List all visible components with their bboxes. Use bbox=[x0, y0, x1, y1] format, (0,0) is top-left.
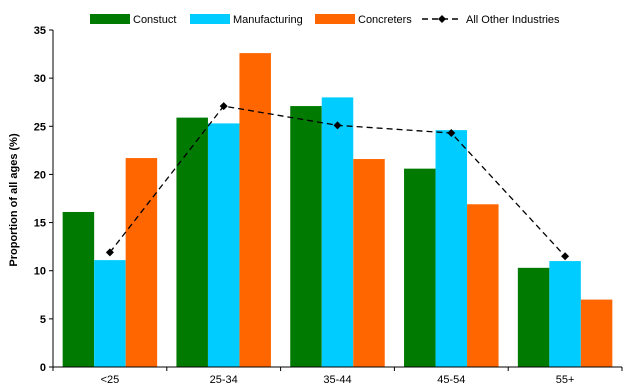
x-tick-label: 35-44 bbox=[323, 374, 351, 386]
bar-concreters bbox=[580, 299, 613, 367]
bar-manufacturing bbox=[435, 130, 468, 367]
y-axis-ticks: 0 5 10 15 20 25 30 35 bbox=[34, 25, 53, 374]
legend: Constuct Manufacturing Concreters All Ot… bbox=[90, 14, 560, 26]
bar-constuct bbox=[62, 211, 95, 367]
point-all-other-industries bbox=[219, 102, 228, 111]
y-axis-title: Proportion of all ages (%) bbox=[8, 133, 20, 267]
point-all-other-industries bbox=[561, 252, 570, 261]
x-tick-label: 25-34 bbox=[210, 374, 238, 386]
x-tick-label: 55+ bbox=[556, 374, 575, 386]
legend-label-all-other: All Other Industries bbox=[466, 14, 560, 26]
bar-constuct bbox=[176, 117, 208, 368]
bar-manufacturing bbox=[549, 261, 581, 367]
y-tick-label: 15 bbox=[34, 218, 46, 230]
line-series bbox=[105, 102, 570, 261]
legend-label-construct: Constuct bbox=[133, 14, 176, 26]
y-tick-label: 20 bbox=[34, 169, 46, 181]
y-tick-label: 0 bbox=[40, 362, 46, 374]
bar-manufacturing bbox=[94, 260, 126, 367]
bar-concreters bbox=[125, 158, 158, 367]
legend-label-concreters: Concreters bbox=[358, 14, 412, 26]
y-tick-label: 35 bbox=[34, 25, 46, 37]
y-tick-label: 10 bbox=[34, 266, 46, 278]
legend-swatch-concreters bbox=[315, 14, 355, 24]
x-tick-label: <25 bbox=[101, 374, 120, 386]
bar-concreters bbox=[353, 159, 385, 367]
legend-label-manufacturing: Manufacturing bbox=[233, 14, 303, 26]
legend-swatch-manufacturing bbox=[190, 14, 230, 24]
bars bbox=[62, 53, 613, 368]
y-tick-label: 25 bbox=[34, 121, 46, 133]
bar-constuct bbox=[517, 267, 550, 367]
bar-manufacturing bbox=[207, 123, 240, 367]
point-all-other-industries bbox=[447, 129, 456, 138]
bar-concreters bbox=[467, 204, 499, 367]
legend-marker-all-other bbox=[438, 15, 446, 23]
bar-concreters bbox=[239, 53, 271, 367]
legend-swatch-construct bbox=[90, 14, 130, 24]
y-tick-label: 5 bbox=[40, 314, 46, 326]
y-tick-label: 30 bbox=[34, 73, 46, 85]
point-all-other-industries bbox=[333, 121, 342, 130]
x-axis-ticks: <25 25-34 35-44 45-54 55+ bbox=[52, 367, 623, 386]
bar-constuct bbox=[404, 168, 436, 367]
point-all-other-industries bbox=[105, 248, 114, 257]
x-tick-label: 45-54 bbox=[437, 374, 465, 386]
bar-manufacturing bbox=[321, 97, 354, 368]
bar-constuct bbox=[290, 106, 322, 368]
